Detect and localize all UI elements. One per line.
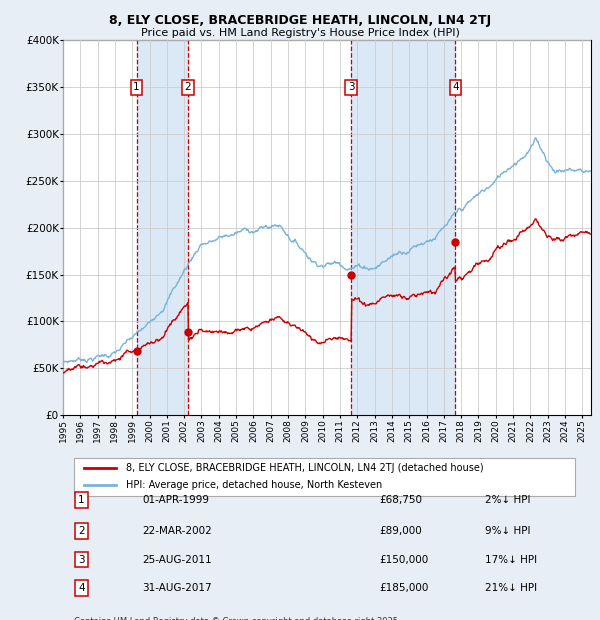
Text: 21%↓ HPI: 21%↓ HPI	[485, 583, 538, 593]
Text: 1: 1	[78, 495, 85, 505]
Text: Contains HM Land Registry data © Crown copyright and database right 2025.
This d: Contains HM Land Registry data © Crown c…	[74, 618, 400, 620]
Text: Price paid vs. HM Land Registry's House Price Index (HPI): Price paid vs. HM Land Registry's House …	[140, 28, 460, 38]
Text: 31-AUG-2017: 31-AUG-2017	[142, 583, 212, 593]
Text: 17%↓ HPI: 17%↓ HPI	[485, 554, 538, 564]
Text: 01-APR-1999: 01-APR-1999	[142, 495, 209, 505]
Text: 9%↓ HPI: 9%↓ HPI	[485, 526, 531, 536]
Text: £150,000: £150,000	[380, 554, 429, 564]
Text: HPI: Average price, detached house, North Kesteven: HPI: Average price, detached house, Nort…	[127, 480, 383, 490]
Text: 8, ELY CLOSE, BRACEBRIDGE HEATH, LINCOLN, LN4 2TJ: 8, ELY CLOSE, BRACEBRIDGE HEATH, LINCOLN…	[109, 14, 491, 27]
Text: 4: 4	[78, 583, 85, 593]
Text: 4: 4	[452, 82, 459, 92]
Text: £89,000: £89,000	[380, 526, 422, 536]
Text: £185,000: £185,000	[380, 583, 429, 593]
Text: 8, ELY CLOSE, BRACEBRIDGE HEATH, LINCOLN, LN4 2TJ (detached house): 8, ELY CLOSE, BRACEBRIDGE HEATH, LINCOLN…	[127, 463, 484, 473]
Text: 1: 1	[133, 82, 140, 92]
Text: 3: 3	[78, 554, 85, 564]
Text: 2%↓ HPI: 2%↓ HPI	[485, 495, 531, 505]
Bar	[137, 40, 188, 415]
Bar	[351, 40, 455, 415]
Text: 2: 2	[185, 82, 191, 92]
Text: 22-MAR-2002: 22-MAR-2002	[142, 526, 212, 536]
Text: 2: 2	[78, 526, 85, 536]
Text: 25-AUG-2011: 25-AUG-2011	[142, 554, 212, 564]
FancyBboxPatch shape	[74, 458, 575, 496]
Text: £68,750: £68,750	[380, 495, 423, 505]
Text: 3: 3	[348, 82, 355, 92]
